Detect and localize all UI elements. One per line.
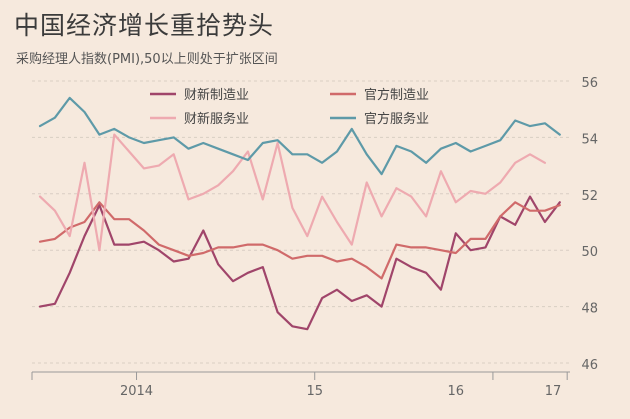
chart-subtitle: 采购经理人指数(PMI),50以上则处于扩张区间 bbox=[16, 52, 278, 67]
series-line-3 bbox=[38, 133, 547, 252]
series-line-4 bbox=[38, 96, 561, 176]
legend-label: 官方服务业 bbox=[364, 111, 429, 127]
y-tick-label: 52 bbox=[581, 189, 598, 204]
chart-title: 中国经济增长重拾势头 bbox=[14, 11, 275, 40]
y-tick-label: 56 bbox=[581, 76, 598, 91]
x-tick-label: 15 bbox=[306, 384, 323, 399]
y-tick-label: 54 bbox=[581, 132, 598, 147]
legend-label: 财新服务业 bbox=[184, 111, 249, 127]
y-tick-label: 48 bbox=[581, 302, 598, 317]
series-line-1 bbox=[38, 195, 561, 331]
x-tick-label: 17 bbox=[545, 384, 562, 399]
series-line-2 bbox=[38, 201, 561, 280]
y-tick-label: 50 bbox=[581, 245, 598, 260]
x-tick-label: 16 bbox=[448, 384, 465, 399]
legend-label: 官方制造业 bbox=[364, 87, 429, 103]
y-tick-label: 46 bbox=[581, 358, 598, 373]
legend-label: 财新制造业 bbox=[184, 87, 249, 103]
x-tick-label: 2014 bbox=[120, 384, 153, 399]
